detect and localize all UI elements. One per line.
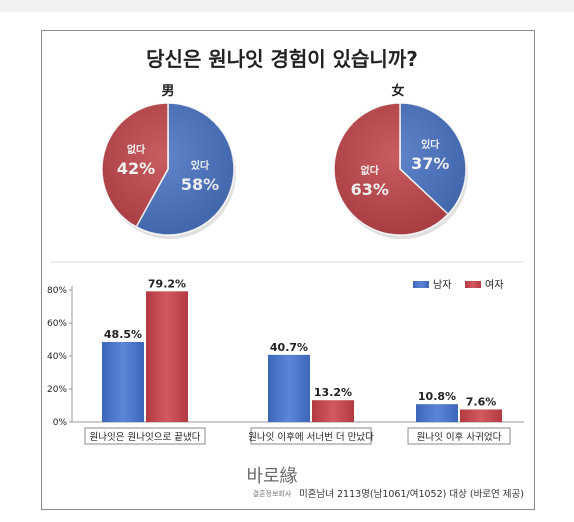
bar-value-label: 7.6% [466,395,497,408]
bar-value-label: 10.8% [418,390,456,403]
legend-label-male: 남자 [433,279,451,291]
pie-slice-value: 63% [351,180,389,199]
category-label: 원나잇 이후 사귀었다 [417,431,502,443]
category-label-box [250,427,372,445]
bar-male [102,341,144,422]
pie-slice-label: 있다 [191,159,210,172]
y-tick-label: 40% [47,352,67,362]
bar-female [146,291,188,422]
page-title: 당신은 원나잇 경험이 있습니까? [146,47,418,71]
footer-logo-sub: 결혼정보회사 [253,489,292,498]
footer-note: 미혼남녀 2113명(남1061/여1052) 대상 (바로연 제공) [299,488,524,500]
male-pie: 있다 58% 없다 42% [101,102,236,239]
bar-male [416,404,458,422]
pie-slice-label: 없다 [127,143,146,156]
bar-value-label: 40.7% [270,341,308,354]
male-pie-group: 男 있다 58% 없다 42% [101,84,236,239]
pie-slice-value: 37% [411,154,449,173]
y-tick-label: 0% [53,418,68,428]
y-tick-label: 20% [47,385,67,395]
category-label-box [84,427,206,445]
male-pie-title: 男 [161,84,174,99]
category-label: 원나잇 이후에 서너번 더 만났다 [248,431,374,443]
pie-slice-label: 없다 [361,164,380,177]
bar-value-label: 13.2% [314,386,352,399]
y-tick-label: 60% [47,319,67,329]
footer-logo: 바로緣 [246,466,297,487]
pie-slice-value: 58% [181,175,219,194]
bar-female [460,409,502,422]
legend-swatch-male [413,281,429,288]
pie-slice-value: 42% [117,159,155,178]
female-pie-title: 女 [391,83,404,99]
category-label: 원나잇은 원나잇으로 끝냈다 [90,431,201,443]
pie-slice-label: 있다 [421,138,440,151]
top-strip [0,0,574,12]
bar-value-label: 48.5% [104,328,142,341]
category-label-box [407,427,511,445]
y-tick-label: 80% [47,286,67,296]
bar-female [312,400,354,422]
bar-value-label: 79.2% [148,277,186,290]
legend-label-female: 여자 [485,279,503,291]
female-pie: 있다 37% 없다 63% [333,102,468,239]
female-pie-group: 女 있다 37% 없다 63% [333,83,468,239]
bar-legend: 남자 여자 [413,279,503,291]
legend-swatch-female [465,281,481,288]
bar-chart-bars: 48.5% 79.2% 원나잇은 원나잇으로 끝냈다 40.7% 13.2% 원나잇 이후… [84,277,511,445]
bar-male [268,354,310,422]
